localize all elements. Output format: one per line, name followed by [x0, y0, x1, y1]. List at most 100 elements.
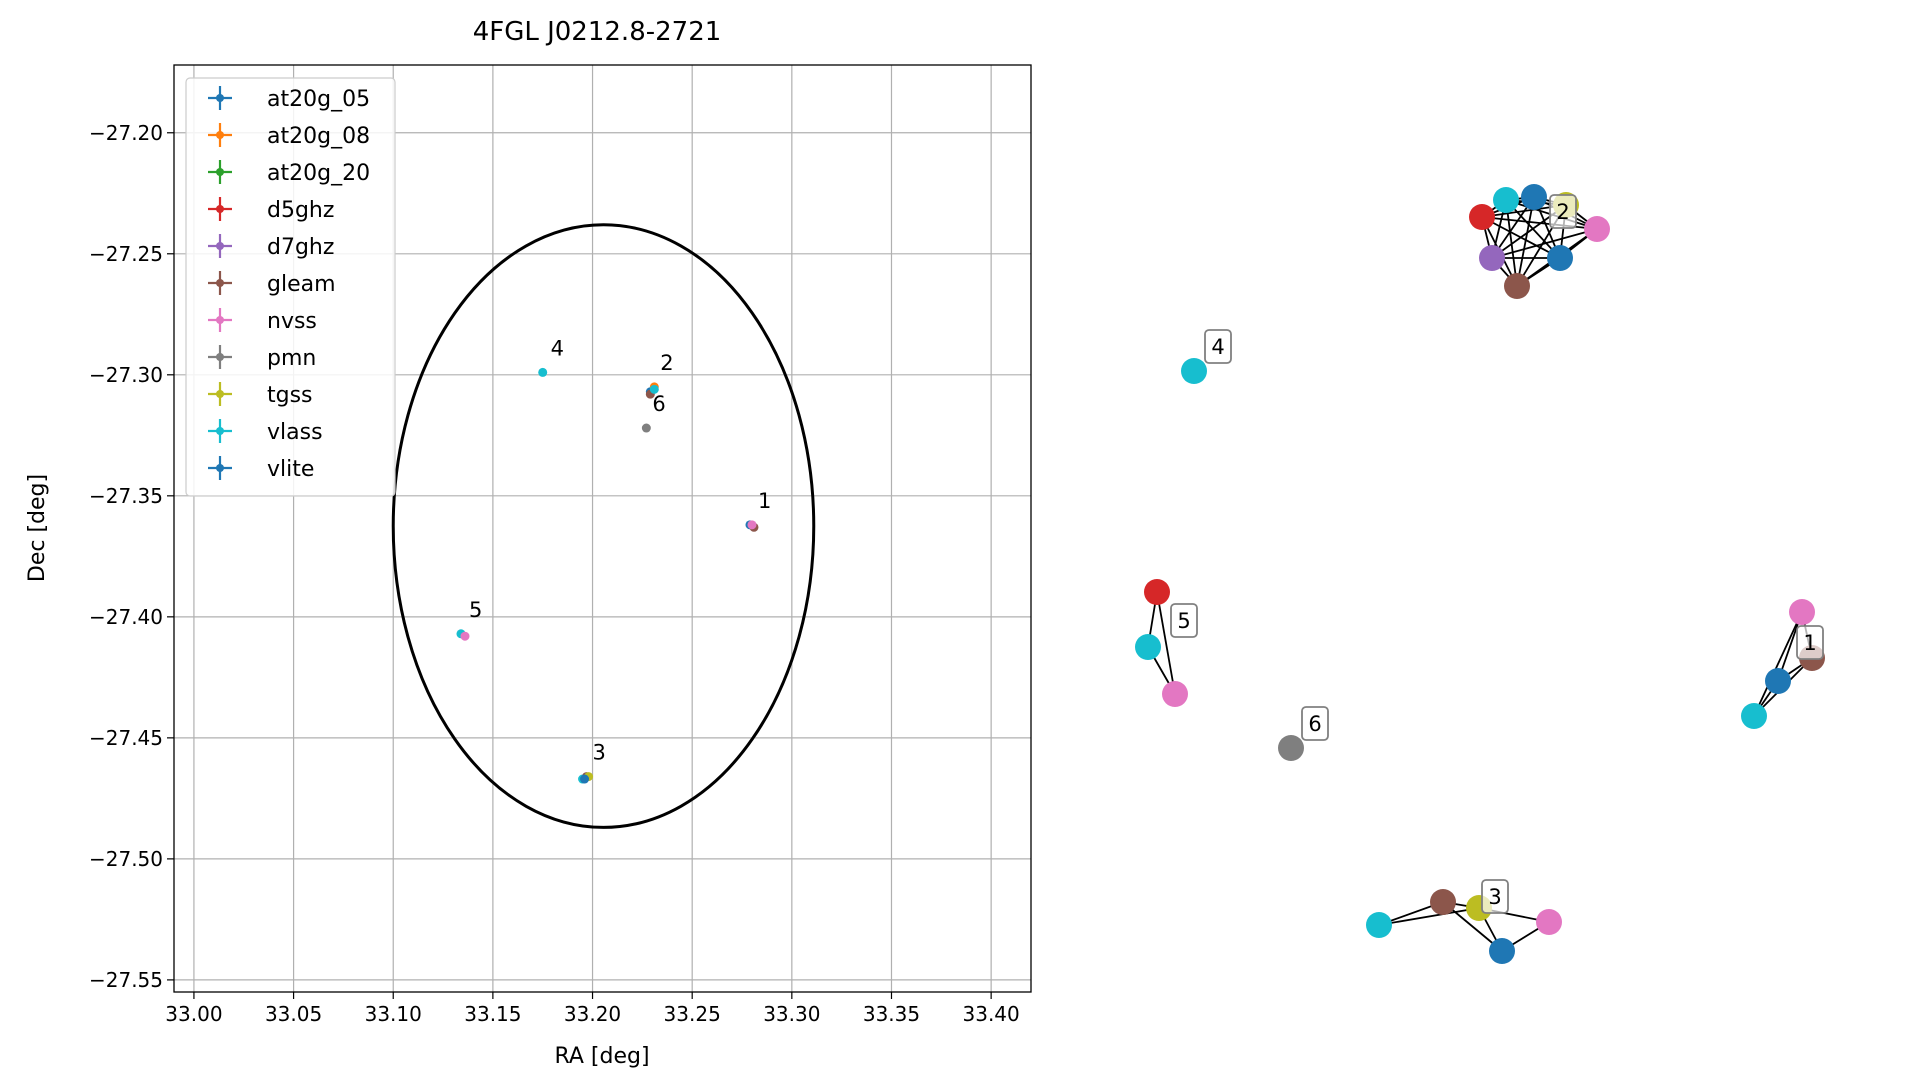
data-point	[747, 520, 757, 530]
data-point	[649, 384, 659, 394]
y-axis-ticks: −27.20 −27.25 −27.30 −27.35 −27.40 −27.45 −27.…	[89, 121, 174, 992]
x-tick-label: 33.20	[564, 1002, 621, 1026]
network-node	[1469, 204, 1495, 230]
legend-item: at20g_20	[208, 160, 370, 186]
legend-marker-dot	[216, 131, 224, 139]
data-point	[538, 367, 548, 377]
x-tick-label: 33.10	[365, 1002, 422, 1026]
x-tick-label: 33.40	[963, 1002, 1020, 1026]
network-edge	[1378, 907, 1480, 926]
legend-item: at20g_05	[208, 86, 370, 112]
x-tick-label: 33.00	[165, 1002, 222, 1026]
legend-box	[185, 77, 396, 497]
data-point	[641, 423, 651, 433]
legend-marker-dot	[216, 205, 224, 213]
data-point	[580, 774, 590, 784]
source-label: 2	[660, 351, 673, 375]
network-node	[1741, 703, 1767, 729]
legend-label: vlass	[267, 420, 323, 445]
network-node	[1536, 909, 1562, 935]
legend-marker-dot	[216, 94, 224, 102]
network-label-box	[1204, 329, 1232, 364]
network-node	[1181, 358, 1207, 384]
legend-item: at20g_08	[208, 123, 370, 149]
x-tick-label: 33.30	[763, 1002, 820, 1026]
x-axis-label: RA [deg]	[554, 1044, 649, 1069]
y-axis-label: Dec [deg]	[25, 474, 50, 582]
network-node	[1584, 216, 1610, 242]
network-group-6: 6	[1278, 706, 1329, 761]
network-node	[1489, 938, 1515, 964]
legend-item: d5ghz	[208, 197, 334, 223]
source-labels: 1 2 3 4 5 6	[469, 336, 771, 764]
data-points	[456, 367, 759, 784]
network-node	[1278, 735, 1304, 761]
y-tick-label: −27.45	[89, 726, 163, 750]
legend-label: vlite	[267, 457, 314, 482]
network-node	[1765, 668, 1791, 694]
legend-marker-dot	[216, 390, 224, 398]
legend-label: pmn	[267, 346, 316, 371]
source-label: 6	[652, 392, 665, 416]
network-group-5: 5	[1135, 579, 1198, 707]
network-node	[1547, 245, 1573, 271]
network-node	[1430, 889, 1456, 915]
network-node	[1504, 273, 1530, 299]
legend-items: at20g_05 at20g_08 at20g_20 d5ghz d7ghz gleam n…	[208, 86, 370, 482]
legend-marker-dot	[216, 316, 224, 324]
network-node	[1366, 912, 1392, 938]
legend-item: d7ghz	[208, 234, 334, 260]
network-edge	[1491, 228, 1598, 259]
legend-label: at20g_20	[267, 161, 370, 186]
x-tick-label: 33.35	[863, 1002, 920, 1026]
y-tick-label: −27.35	[89, 484, 163, 508]
error-ellipse	[391, 223, 816, 829]
data-point	[460, 631, 470, 641]
legend-item: gleam	[208, 271, 336, 297]
legend-label: d5ghz	[267, 198, 334, 223]
network-edge	[1481, 216, 1598, 230]
network-label-box	[1170, 603, 1198, 638]
x-tick-label: 33.15	[464, 1002, 521, 1026]
network-edge	[1156, 591, 1176, 695]
legend: at20g_05 at20g_08 at20g_20 d5ghz d7ghz gleam n…	[185, 77, 396, 497]
legend-marker-dot	[216, 242, 224, 250]
error-ellipse-layer	[391, 223, 816, 829]
network-group-3: 3	[1366, 879, 1562, 964]
network-label: 3	[1488, 885, 1501, 909]
x-tick-label: 33.05	[265, 1002, 322, 1026]
plot-frame	[173, 64, 1032, 993]
y-tick-label: −27.50	[89, 847, 163, 871]
network-edge	[1481, 216, 1561, 259]
legend-label: tgss	[267, 383, 313, 408]
source-label: 3	[593, 741, 606, 765]
legend-marker-dot	[216, 353, 224, 361]
network-node	[1135, 634, 1161, 660]
network-edge	[1516, 196, 1535, 287]
network-label: 5	[1177, 609, 1190, 633]
sky-position-chart: 4FGL J0212.8-2721 1 2 3 4 5 6 33.00 33.05 33.10…	[25, 17, 1032, 1069]
chart-title: 4FGL J0212.8-2721	[473, 17, 722, 47]
source-label: 5	[469, 598, 482, 622]
legend-item: vlass	[208, 419, 323, 445]
network-label: 4	[1211, 335, 1224, 359]
network-label-box	[1549, 194, 1577, 229]
legend-marker-dot	[216, 464, 224, 472]
legend-item: vlite	[208, 456, 314, 482]
network-label-box	[1481, 879, 1509, 914]
network-label: 1	[1803, 631, 1816, 655]
legend-item: tgss	[208, 382, 313, 408]
y-tick-label: −27.55	[89, 968, 163, 992]
y-tick-label: −27.25	[89, 242, 163, 266]
legend-marker-dot	[216, 168, 224, 176]
legend-item: pmn	[208, 345, 316, 371]
source-label: 1	[758, 489, 771, 513]
legend-marker-dot	[216, 427, 224, 435]
legend-marker-dot	[216, 279, 224, 287]
legend-label: gleam	[267, 272, 336, 297]
legend-item: nvss	[208, 308, 317, 334]
network-label: 6	[1308, 712, 1321, 736]
crossmatch-network: 1 2 3 4 5 6	[1135, 184, 1825, 964]
network-node	[1162, 681, 1188, 707]
x-tick-label: 33.25	[664, 1002, 721, 1026]
